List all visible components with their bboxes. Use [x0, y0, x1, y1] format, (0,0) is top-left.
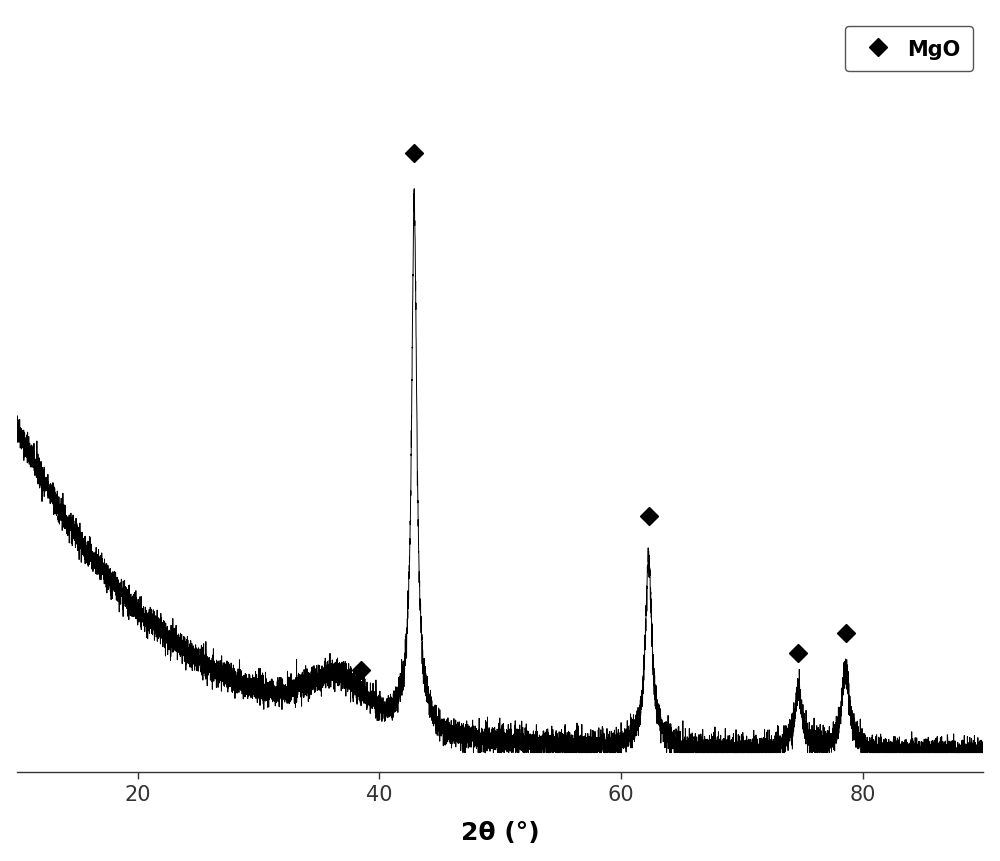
Legend: MgO: MgO — [845, 27, 973, 72]
X-axis label: 2θ (°): 2θ (°) — [461, 821, 539, 845]
